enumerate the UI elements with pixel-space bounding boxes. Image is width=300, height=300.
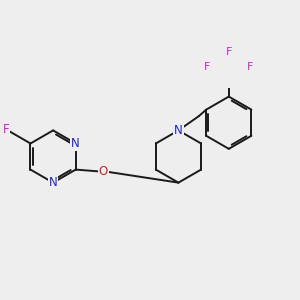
Text: O: O [98, 165, 108, 178]
Text: F: F [2, 123, 9, 136]
Text: N: N [174, 124, 183, 137]
Text: F: F [247, 62, 254, 72]
Text: F: F [226, 47, 232, 57]
Text: F: F [204, 62, 210, 72]
Text: N: N [71, 137, 80, 150]
Text: N: N [49, 176, 58, 189]
